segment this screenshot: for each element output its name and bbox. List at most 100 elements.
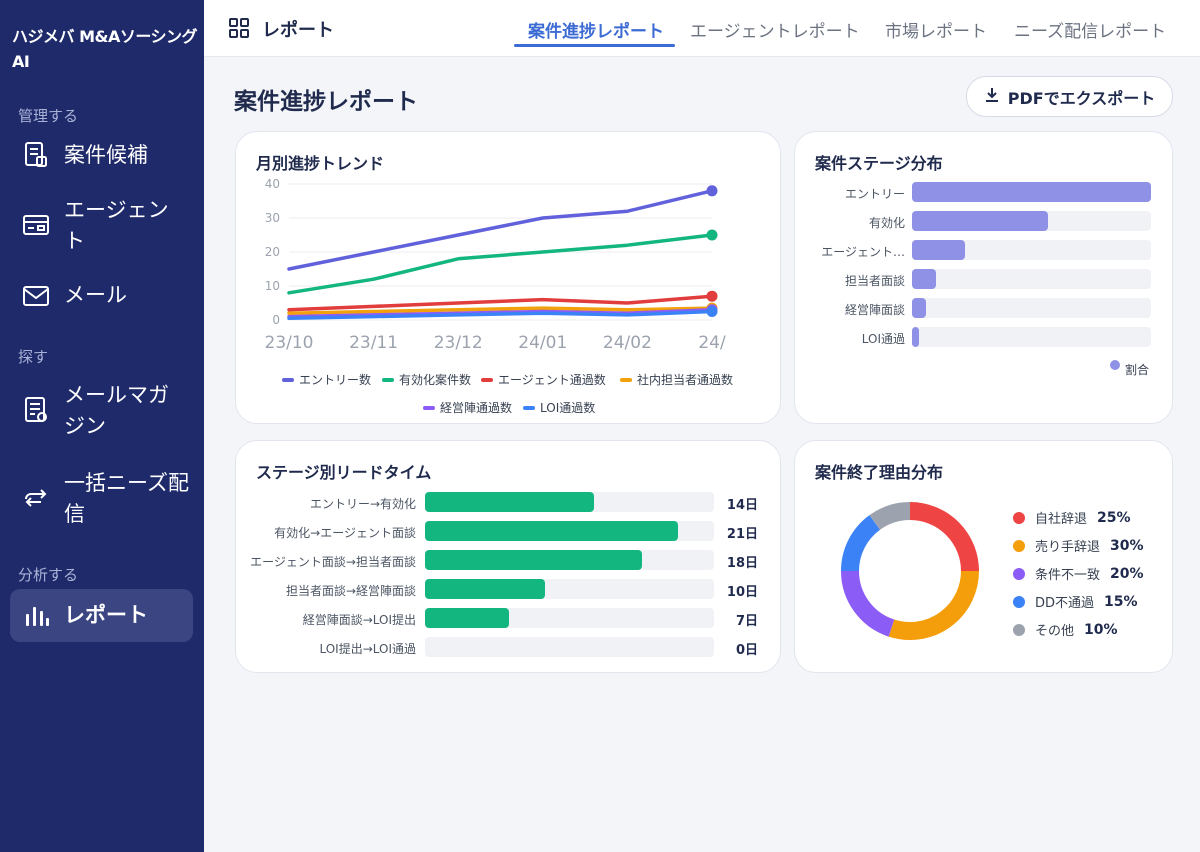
leadtime-bar-value: 21日 xyxy=(726,527,758,542)
stage-bar-label: LOI通過 xyxy=(861,332,905,346)
trend-line-chart: 0 10 20 30 40 23/10 23/11 23/12 24/01 24/02 24/ xyxy=(265,177,726,353)
leadtime-bar-label: エージェント面談→担当者面談 xyxy=(250,555,416,569)
stage-bar-track xyxy=(912,269,1151,289)
stage-legend-label: 割合 xyxy=(1125,363,1150,377)
reason-legend-dot xyxy=(1013,539,1025,552)
reason-legend-label: DD不通過 xyxy=(1035,596,1095,611)
trend-y-tick-label: 30 xyxy=(265,211,280,225)
trend-series-line xyxy=(287,306,714,315)
tab-deal-progress[interactable]: 案件進捗レポート xyxy=(528,22,664,42)
sidebar-item-newsletter[interactable]: メールマガジン xyxy=(10,378,193,444)
section-manage: 管理する xyxy=(18,107,79,125)
trend-series-endpoint xyxy=(706,290,718,302)
export-pdf-button[interactable]: PDFでエクスポート xyxy=(966,76,1173,117)
trend-legend-label: エントリー数 xyxy=(299,373,372,387)
sidebar-item-candidates[interactable]: 案件候補 xyxy=(10,137,193,175)
reason-donut-slice xyxy=(888,570,979,640)
stage-bar-label: 経営陣面談 xyxy=(844,303,905,317)
reason-legend-value: 10% xyxy=(1084,621,1118,638)
reason-donut-slice xyxy=(869,502,911,530)
reason-legend-value: 20% xyxy=(1110,565,1144,582)
trend-legend-label: 経営陣通過数 xyxy=(440,401,513,415)
leadtime-bar-track xyxy=(425,521,714,541)
stage-bar-track xyxy=(912,240,1151,260)
trend-y-tick-label: 0 xyxy=(272,313,280,327)
trend-card-title: 月別進捗トレンド xyxy=(256,154,385,173)
reason-legend-label: 自社辞退 xyxy=(1035,512,1088,527)
section-search: 探す xyxy=(18,348,49,366)
trend-series-endpoint xyxy=(706,229,718,241)
trend-series-line xyxy=(287,233,714,295)
stage-bar-track xyxy=(912,298,1151,318)
reason-legend-dot xyxy=(1013,623,1025,636)
card-icon xyxy=(22,211,50,239)
page-title: 案件進捗レポート xyxy=(234,89,418,115)
document-icon xyxy=(22,141,50,169)
stage-bar xyxy=(912,327,920,347)
trend-legend-item: 有効化案件数 xyxy=(382,371,471,388)
trend-series-line xyxy=(287,189,714,271)
trend-legend-swatch xyxy=(382,377,394,382)
leadtime-bar-value: 14日 xyxy=(726,498,758,513)
trend-legend-label: 有効化案件数 xyxy=(399,373,472,387)
leadtime-bar-track xyxy=(425,492,714,512)
sidebar-item-report[interactable]: レポート xyxy=(10,589,193,642)
reason-legend-value: 15% xyxy=(1104,593,1138,610)
section-analyze: 分析する xyxy=(18,566,79,584)
tab-needs-report[interactable]: ニーズ配信レポート xyxy=(1014,22,1167,42)
stage-bar xyxy=(912,298,927,318)
reason-donut-slice xyxy=(909,502,979,572)
stage-bar-label: 有効化 xyxy=(868,216,905,230)
reason-legend-item: 売り手辞退 30% xyxy=(1013,536,1144,555)
app-brand: ハジメバ M&Aソーシング AI xyxy=(12,27,198,71)
sidebar-item-label: メールマガジン xyxy=(64,383,169,438)
leadtime-bar-value: 7日 xyxy=(735,614,758,629)
reason-legend-dot xyxy=(1013,567,1025,580)
stage-bar-track xyxy=(912,182,1151,202)
stage-bar xyxy=(912,211,1049,231)
leadtime-bar-track xyxy=(425,550,714,570)
grid-icon xyxy=(229,18,250,43)
reason-donut-slice xyxy=(841,515,881,572)
mail-icon xyxy=(22,282,50,310)
tab-market-report[interactable]: 市場レポート xyxy=(885,22,987,42)
sidebar-item-agents[interactable]: エージェント xyxy=(10,193,193,259)
tab-agent-report[interactable]: エージェントレポート xyxy=(690,22,860,42)
reason-legend-dot xyxy=(1013,511,1025,524)
trend-x-tick-label: 23/11 xyxy=(349,333,398,353)
tab-active-indicator xyxy=(514,44,675,47)
leadtime-bar-value: 0日 xyxy=(735,643,758,658)
trend-legend-item: 社内担当者通過数 xyxy=(620,371,733,388)
sidebar-item-label: 一括ニーズ配信 xyxy=(64,471,189,526)
trend-x-tick-label: 24/ xyxy=(698,333,726,353)
trend-legend-swatch xyxy=(523,405,535,410)
leadtime-bar-label: エントリー→有効化 xyxy=(309,497,416,511)
leadtime-bar xyxy=(425,521,678,541)
sidebar-item-label: 案件候補 xyxy=(64,143,148,167)
trend-x-tick-label: 23/12 xyxy=(434,333,483,353)
leadtime-bar-label: LOI提出→LOI通過 xyxy=(319,642,416,656)
leadtime-bar xyxy=(425,608,510,628)
sidebar-item-bulk-needs[interactable]: 一括ニーズ配信 xyxy=(10,466,193,532)
sidebar-item-label: エージェント xyxy=(64,198,169,253)
export-pdf-label: PDFでエクスポート xyxy=(1007,88,1156,108)
trend-series-endpoint xyxy=(706,185,718,197)
stage-bar-label: エージェント… xyxy=(821,245,905,259)
reason-legend-label: 条件不一致 xyxy=(1035,568,1101,583)
trend-legend-label: 社内担当者通過数 xyxy=(637,373,734,387)
trend-legend-swatch xyxy=(423,405,435,410)
reason-legend-item: その他 10% xyxy=(1013,620,1118,639)
topbar: レポート 案件進捗レポート エージェントレポート 市場レポート ニーズ配信レポー… xyxy=(204,0,1200,57)
trend-x-tick-label: 24/02 xyxy=(603,333,652,353)
trend-legend-item: LOI通過数 xyxy=(523,399,595,416)
leadtime-bar xyxy=(425,550,642,570)
reason-donut-slice xyxy=(841,570,895,637)
leadtime-bar-track xyxy=(425,579,714,599)
sidebar-item-mail[interactable]: メール xyxy=(10,277,193,315)
reason-legend-label: その他 xyxy=(1035,624,1075,639)
reason-legend-label: 売り手辞退 xyxy=(1035,540,1101,555)
trend-legend-item: エージェント通過数 xyxy=(481,371,606,388)
stage-bar-track xyxy=(912,327,1151,347)
trend-legend-swatch xyxy=(481,377,493,382)
arrows-icon xyxy=(22,484,50,512)
